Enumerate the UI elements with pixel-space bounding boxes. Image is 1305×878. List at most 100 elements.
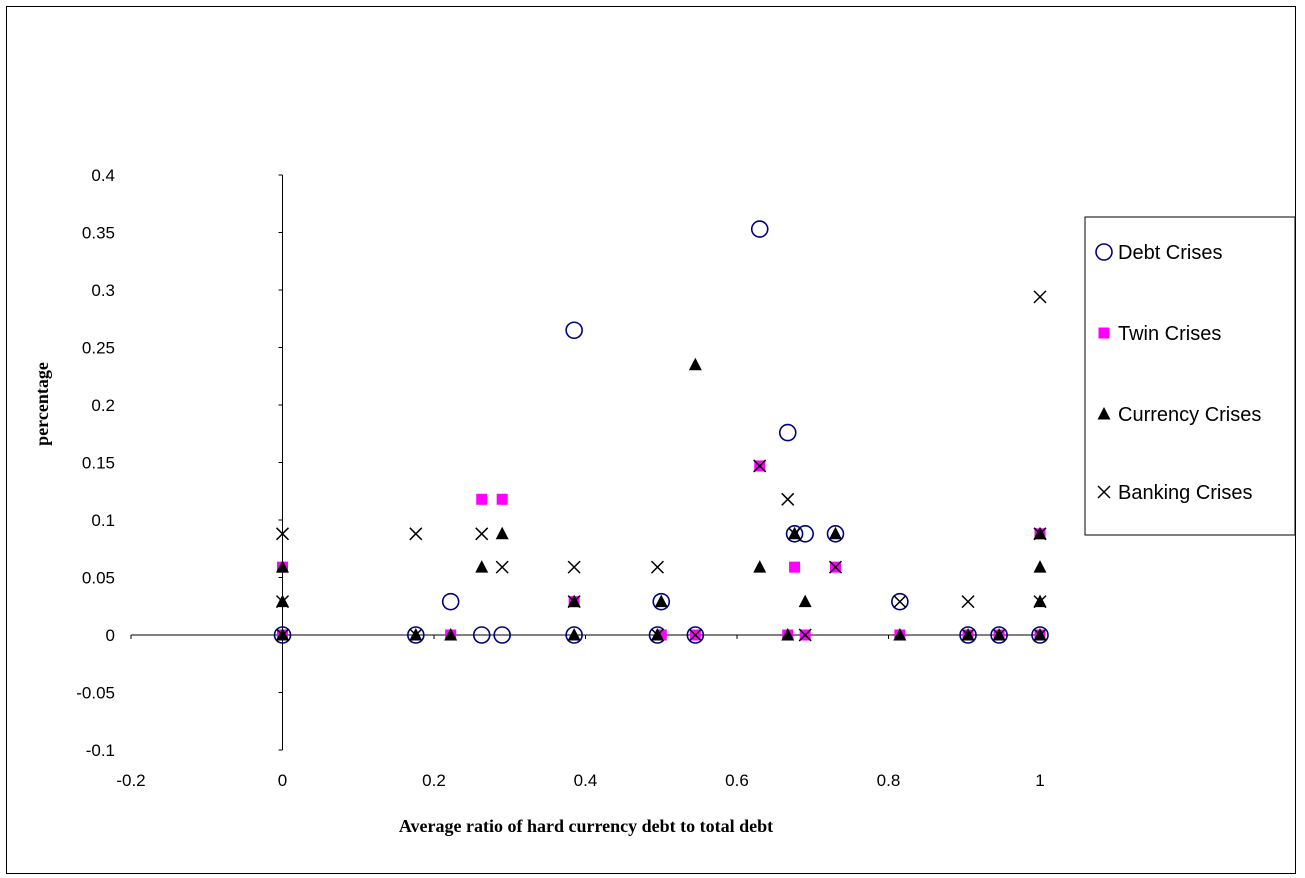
banking-crises-point xyxy=(798,628,812,642)
currency-crises-point xyxy=(1033,560,1047,573)
currency-crises-point xyxy=(688,357,702,371)
series-banking-crises xyxy=(275,290,1047,642)
banking-crises-point xyxy=(688,628,702,642)
banking-crises-point xyxy=(961,628,975,642)
axes xyxy=(130,174,1041,751)
debt-crises-point xyxy=(1031,626,1049,644)
x-tick-label: -0.2 xyxy=(116,771,145,790)
y-tick-label: 0.05 xyxy=(82,569,115,588)
debt-crises-point xyxy=(493,626,511,644)
y-tick-label: 0.1 xyxy=(91,511,115,530)
legend-label: Currency Crises xyxy=(1118,404,1261,426)
banking-crises-point xyxy=(992,628,1006,642)
x-tick-label: 1 xyxy=(1035,771,1044,790)
legend-symbol-currency-crises xyxy=(1097,407,1111,420)
debt-crises-point xyxy=(990,626,1008,644)
x-tick-label: 0.4 xyxy=(574,771,598,790)
series-debt-crises xyxy=(273,220,1049,644)
twin-crises-point xyxy=(476,493,488,505)
x-tick-label: 0.2 xyxy=(422,771,446,790)
debt-crises-point xyxy=(565,321,583,340)
banking-crises-point xyxy=(893,595,907,609)
banking-crises-point xyxy=(1033,527,1047,541)
banking-crises-point xyxy=(650,560,664,574)
debt-crises-point xyxy=(273,626,292,644)
banking-crises-point xyxy=(753,459,767,473)
banking-crises-point xyxy=(275,595,290,609)
y-tick-label: -0.1 xyxy=(86,741,115,760)
series-currency-crises xyxy=(276,357,1047,641)
debt-crises-point xyxy=(565,626,583,644)
banking-crises-point xyxy=(788,527,802,541)
y-axis-label: percentage xyxy=(32,362,52,446)
currency-crises-point xyxy=(893,628,907,641)
currency-crises-point xyxy=(753,560,767,573)
y-tick-label: 0.25 xyxy=(82,339,115,358)
currency-crises-point xyxy=(781,628,795,641)
x-tick-label: 0.6 xyxy=(725,771,749,790)
currency-crises-point xyxy=(495,526,509,540)
currency-crises-point xyxy=(654,594,668,608)
banking-crises-point xyxy=(275,628,290,642)
x-tick-label: 0.8 xyxy=(877,771,901,790)
y-tick-label: 0 xyxy=(106,626,115,645)
twin-crises-point xyxy=(655,629,667,641)
debt-crises-point xyxy=(959,626,977,644)
banking-crises-point xyxy=(1033,595,1047,609)
legend-item: Currency Crises xyxy=(1097,404,1261,426)
currency-crises-point xyxy=(567,628,581,641)
debt-crises-point xyxy=(407,626,425,644)
legend-box xyxy=(1084,216,1296,536)
y-tick-label: 0.4 xyxy=(91,166,115,185)
legend-symbol-twin-crises xyxy=(1098,327,1110,339)
banking-crises-point xyxy=(567,560,581,574)
currency-crises-point xyxy=(828,526,842,540)
legend-item: Twin Crises xyxy=(1098,323,1221,345)
y-tick-label: 0.15 xyxy=(82,454,115,473)
banking-crises-point xyxy=(409,527,423,541)
currency-crises-point xyxy=(798,594,812,608)
banking-crises-point xyxy=(567,595,581,609)
banking-crises-point xyxy=(1033,290,1047,304)
debt-crises-point xyxy=(826,524,845,543)
debt-crises-point xyxy=(472,626,491,644)
y-tick-label: 0.3 xyxy=(91,281,115,300)
banking-crises-point xyxy=(495,560,509,574)
banking-crises-point xyxy=(828,560,843,574)
y-tick-label: -0.05 xyxy=(76,684,115,703)
currency-crises-point xyxy=(475,560,489,573)
debt-crises-point xyxy=(891,592,909,611)
banking-crises-point xyxy=(409,628,423,642)
debt-crises-point xyxy=(686,626,705,644)
debt-crises-point xyxy=(785,524,804,543)
debt-crises-point xyxy=(441,592,460,611)
y-tick-label: 0.35 xyxy=(82,224,115,243)
banking-crises-point xyxy=(475,527,489,541)
x-axis-label: Average ratio of hard currency debt to t… xyxy=(399,816,773,836)
legend-item: Debt Crises xyxy=(1095,242,1222,264)
series-twin-crises xyxy=(277,460,1046,641)
debt-crises-point xyxy=(750,220,769,238)
debt-crises-point xyxy=(652,592,671,611)
legend: Debt Crises Twin Crises Currency Crises Ban… xyxy=(1084,216,1296,536)
legend-symbol-banking-crises xyxy=(1097,485,1111,499)
y-tick-labels: 0.4 0.35 0.3 0.25 0.2 0.15 0.1 0.05 0 -0.05 -0.1 xyxy=(76,166,115,760)
x-tick-labels: -0.2 0 0.2 0.4 0.6 0.8 1 xyxy=(116,771,1044,790)
legend-symbol-debt-crises xyxy=(1095,243,1113,261)
legend-label: Banking Crises xyxy=(1118,482,1253,504)
currency-crises-point xyxy=(444,628,458,641)
legend-label: Twin Crises xyxy=(1118,323,1221,345)
banking-crises-point xyxy=(275,527,290,541)
legend-label: Debt Crises xyxy=(1118,242,1222,264)
banking-crises-point xyxy=(961,595,975,609)
twin-crises-point xyxy=(789,561,801,573)
banking-crises-point xyxy=(781,492,795,506)
twin-crises-point xyxy=(496,493,508,505)
x-tick-label: 0 xyxy=(278,771,287,790)
currency-crises-point xyxy=(276,560,289,573)
banking-crises-point xyxy=(1033,628,1047,642)
debt-crises-point xyxy=(778,423,797,442)
legend-item: Banking Crises xyxy=(1097,482,1253,504)
y-tick-label: 0.2 xyxy=(91,396,115,415)
